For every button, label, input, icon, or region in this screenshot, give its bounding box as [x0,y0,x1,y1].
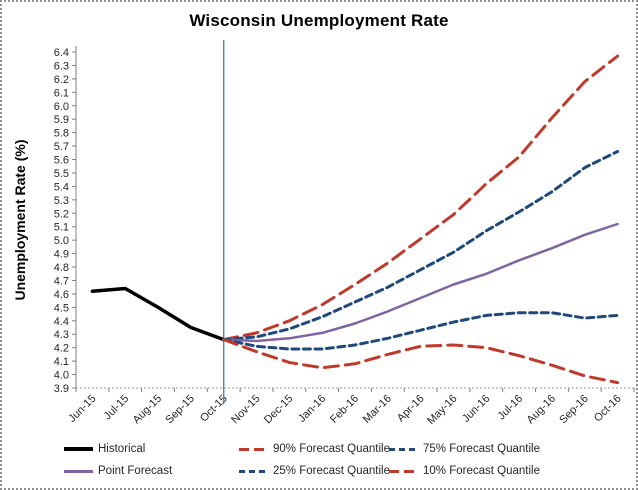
y-tick-label: 5.6 [54,155,69,167]
y-tick-label: 4.6 [54,289,69,301]
y-tick-label: 6.2 [54,74,69,86]
legend-label-historical: Historical [98,443,146,455]
legend-swatch-10-quantile [389,469,418,473]
legend-swatch-90-quantile [239,447,268,451]
y-tick-label: 3.9 [54,383,69,395]
y-tick-label: 6.3 [54,60,69,72]
series-90-forecast-quantile [222,54,620,342]
x-tick-label: Feb-16 [328,393,361,426]
legend-label-25-quantile: 25% Forecast Quantile [273,465,390,477]
y-tick-label: 4.3 [54,329,69,341]
series-historical [90,286,226,342]
y-tick-label: 4.5 [54,302,69,314]
y-tick-label: 6.0 [54,101,69,113]
y-tick-label: 5.0 [54,235,69,247]
legend-swatch-25-quantile [239,469,268,473]
y-tick-label: 5.5 [54,168,69,180]
x-tick-label: Oct-16 [592,393,624,425]
legend-label-75-quantile: 75% Forecast Quantile [423,443,540,455]
legend-label-10-quantile: 10% Forecast Quantile [423,465,540,477]
legend-item-25-quantile: 25% Forecast Quantile [239,464,390,478]
legend-label-point-forecast: Point Forecast [98,465,173,477]
legend-item-point-forecast: Point Forecast [64,464,172,478]
legend-item-historical: Historical [64,442,145,456]
x-tick-label: Sep-15 [163,393,197,427]
y-tick-label: 5.1 [54,222,69,234]
series-point-forecast [222,222,619,343]
y-tick-label: 5.2 [54,208,69,220]
y-tick-label: 4.9 [54,249,69,261]
x-tick-label: Sep-16 [557,393,591,427]
legend-item-90-quantile: 90% Forecast Quantile [239,442,390,456]
legend-swatch-point-forecast [64,469,93,473]
x-tick-label: Nov-15 [229,393,263,427]
x-tick-label: Oct-15 [198,393,230,425]
y-tick-label: 5.4 [54,181,69,193]
y-tick-label: 4.7 [54,275,69,287]
series-10-forecast-quantile [222,338,620,385]
y-tick-label: 4.4 [54,316,69,328]
legend-item-10-quantile: 10% Forecast Quantile [389,464,540,478]
x-tick-label: Aug-15 [131,393,165,427]
y-tick-label: 4.2 [54,343,69,355]
x-tick-label: Apr-16 [395,393,427,425]
y-tick-label: 4.8 [54,262,69,274]
x-tick-label: Jun-15 [66,393,98,425]
series-25-forecast-quantile [222,311,620,351]
x-tick-label: May-16 [425,393,459,427]
x-tick-label: Aug-16 [524,393,558,427]
y-tick-label: 6.4 [54,47,69,59]
x-tick-label: Jan-16 [296,393,328,425]
y-tick-label: 5.8 [54,128,69,140]
legend-swatch-75-quantile [389,447,418,451]
y-tick-label: 5.9 [54,114,69,126]
x-tick-label: Jul-15 [102,393,132,423]
y-tick-label: 4.1 [54,356,69,368]
x-tick-label: Jun-16 [460,393,492,425]
y-tick-label: 5.7 [54,141,69,153]
x-tick-label: Dec-15 [262,393,296,427]
legend-label-90-quantile: 90% Forecast Quantile [273,443,390,455]
x-tick-label: Jul-16 [496,393,526,423]
legend-item-75-quantile: 75% Forecast Quantile [389,442,540,456]
y-tick-label: 4.0 [54,370,69,382]
legend-swatch-historical [64,447,93,451]
y-tick-label: 6.1 [54,87,69,99]
series-75-forecast-quantile [222,150,620,342]
chart-title: Wisconsin Unemployment Rate [189,11,449,30]
x-tick-label: Mar-16 [361,393,394,426]
y-tick-label: 5.3 [54,195,69,207]
